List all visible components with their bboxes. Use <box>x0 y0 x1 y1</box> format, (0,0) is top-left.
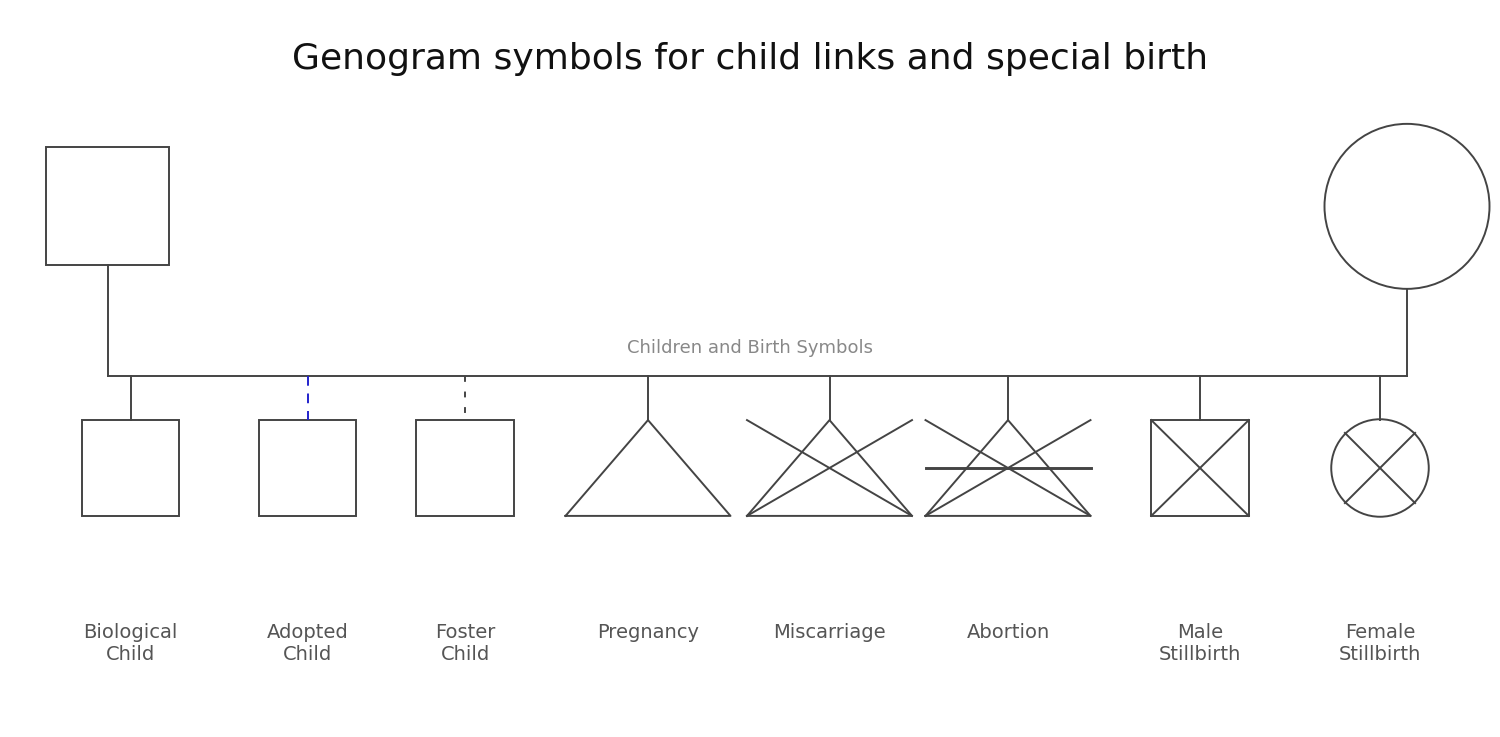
Text: Abortion: Abortion <box>966 623 1050 642</box>
Bar <box>416 420 513 516</box>
Ellipse shape <box>1332 419 1428 517</box>
Bar <box>81 420 180 516</box>
Text: Foster
Child: Foster Child <box>435 623 495 664</box>
Text: Genogram symbols for child links and special birth: Genogram symbols for child links and spe… <box>292 42 1208 76</box>
Text: Biological
Child: Biological Child <box>84 623 177 664</box>
Text: Adopted
Child: Adopted Child <box>267 623 348 664</box>
Text: Pregnancy: Pregnancy <box>597 623 699 642</box>
Text: Miscarriage: Miscarriage <box>772 623 886 642</box>
Text: Children and Birth Symbols: Children and Birth Symbols <box>627 340 873 357</box>
Text: Female
Stillbirth: Female Stillbirth <box>1340 623 1420 664</box>
Bar <box>46 147 170 265</box>
Bar <box>258 420 357 516</box>
Bar <box>1152 420 1248 516</box>
Ellipse shape <box>1324 124 1490 289</box>
Text: Male
Stillbirth: Male Stillbirth <box>1160 623 1240 664</box>
